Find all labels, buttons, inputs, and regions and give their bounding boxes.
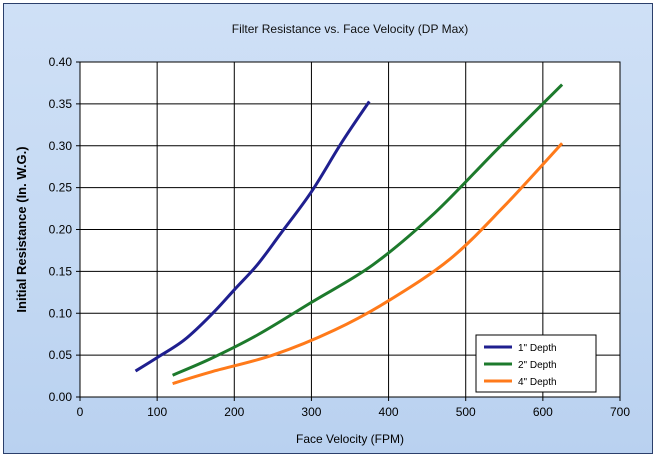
y-tick-label: 0.30 xyxy=(49,139,73,153)
x-tick-label: 200 xyxy=(224,405,244,419)
y-axis-label: Initial Resistance (In. W.G.) xyxy=(14,146,29,312)
legend-entry: 4" Depth xyxy=(518,377,557,388)
series-line-3 xyxy=(172,142,564,386)
x-tick-label: 700 xyxy=(610,405,630,419)
y-axis-ticks: 0.00 0.05 0.10 0.15 0.20 0.25 0.30 0.35 0.40 xyxy=(49,55,80,404)
y-tick-label: 0.35 xyxy=(49,97,73,111)
legend-entry: 1" Depth xyxy=(518,343,557,354)
x-tick-label: 400 xyxy=(379,405,399,419)
y-tick-label: 0.15 xyxy=(49,264,73,278)
series-line-1 xyxy=(134,100,371,373)
series-line-2 xyxy=(171,83,564,377)
x-tick-label: 300 xyxy=(301,405,321,419)
y-tick-label: 0.20 xyxy=(49,223,73,237)
x-tick-label: 500 xyxy=(456,405,476,419)
series-lines xyxy=(134,83,564,386)
x-axis-label: Face Velocity (FPM) xyxy=(296,432,404,446)
y-tick-label: 0.25 xyxy=(49,181,73,195)
x-tick-label: 0 xyxy=(77,405,84,419)
y-tick-label: 0.40 xyxy=(49,55,73,69)
legend-entry: 2" Depth xyxy=(518,360,557,371)
y-tick-label: 0.00 xyxy=(49,390,73,404)
y-tick-label: 0.05 xyxy=(49,348,73,362)
y-tick-label: 0.10 xyxy=(49,306,73,320)
x-tick-label: 100 xyxy=(147,405,167,419)
line-chart: Filter Resistance vs. Face Velocity (DP … xyxy=(14,22,630,446)
x-axis-ticks: 0 100 200 300 400 500 600 700 xyxy=(77,397,630,419)
x-tick-label: 600 xyxy=(533,405,553,419)
chart-frame: Filter Resistance vs. Face Velocity (DP … xyxy=(3,3,653,454)
legend: 1" Depth 2" Depth 4" Depth xyxy=(475,334,597,393)
chart-title: Filter Resistance vs. Face Velocity (DP … xyxy=(232,22,469,36)
